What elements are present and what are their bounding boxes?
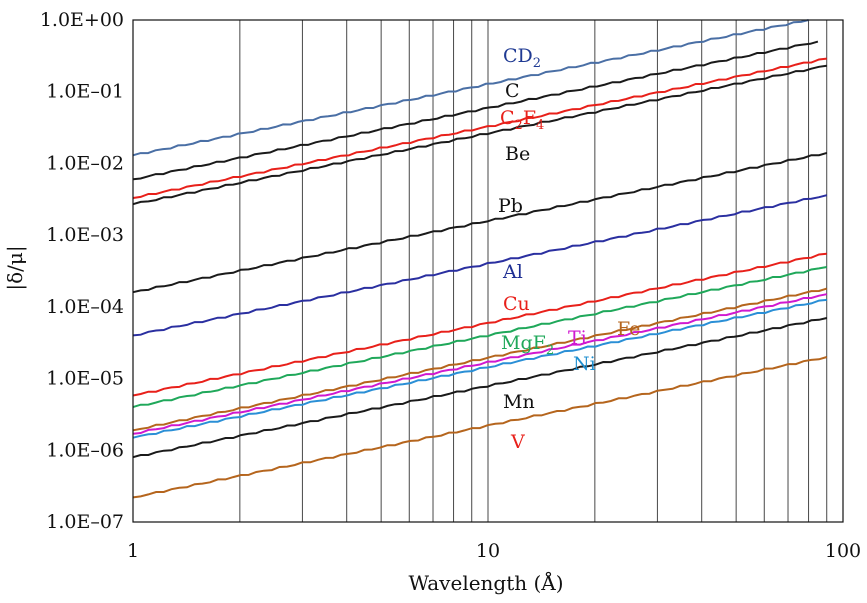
series-line [132, 298, 827, 439]
series-label: Ti [568, 327, 587, 349]
y-tick-labels: 1.0E+00 1.0E–01 1.0E–02 1.0E–03 1.0E–04 1.0E–… [40, 9, 124, 533]
x-tick-label: 100 [825, 540, 861, 562]
y-tick-label: 1.0E+00 [40, 9, 124, 31]
series-label: Mn [503, 391, 535, 413]
series-label: CD2 [503, 45, 541, 71]
series-line [132, 287, 828, 432]
series-line [132, 317, 828, 459]
series-line [132, 151, 828, 294]
series-line [132, 19, 809, 157]
series-label: Fe [617, 318, 640, 340]
series-line [132, 57, 827, 199]
series-line [132, 64, 827, 206]
x-tick-label: 10 [476, 540, 500, 562]
series-line [132, 356, 828, 499]
series-label: Cu [503, 293, 530, 315]
y-tick-label: 1.0E–03 [46, 224, 124, 246]
y-axis-title: |δ/μ| [3, 245, 28, 290]
plot-frame [132, 19, 844, 523]
series-labels: CD2 C C2F4 Be Pb Al Cu MgF2 Fe Ti Ni Mn V [498, 45, 640, 453]
y-tick-label: 1.0E–07 [46, 511, 124, 533]
series-line [132, 293, 827, 435]
series-label: C2F4 [500, 107, 544, 133]
series-line [132, 194, 828, 337]
y-tick-label: 1.0E–04 [46, 296, 124, 318]
series-line [132, 40, 819, 181]
y-tick-label: 1.0E–05 [46, 368, 124, 390]
series-label: Ni [573, 353, 596, 375]
series-label: MgF2 [501, 332, 554, 358]
x-tick-label: 1 [127, 540, 139, 562]
y-tick-label: 1.0E–01 [46, 81, 124, 103]
series-line [132, 266, 827, 409]
y-tick-label: 1.0E–06 [46, 439, 124, 461]
series-lines [132, 19, 828, 499]
x-axis-title: Wavelength (Å) [408, 570, 563, 595]
x-tick-labels: 1 10 100 [127, 540, 861, 562]
series-label: C [505, 80, 520, 102]
series-label: V [510, 431, 525, 453]
series-label: Pb [498, 195, 523, 217]
series-label: Be [505, 143, 530, 165]
series-label: Al [502, 261, 523, 283]
y-tick-label: 1.0E–02 [46, 152, 124, 174]
series-line [132, 252, 827, 397]
